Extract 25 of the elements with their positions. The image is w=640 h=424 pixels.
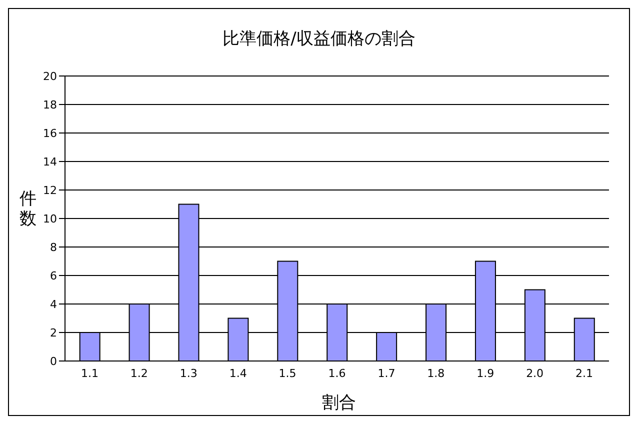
x-tick-label: 1.7 — [378, 366, 396, 380]
y-tick-label: 12 — [43, 184, 57, 197]
x-tick-label: 1.1 — [80, 366, 98, 380]
y-tick-label: 2 — [50, 326, 57, 340]
x-tick-label: 2.0 — [526, 366, 544, 380]
x-tick-label: 1.3 — [180, 366, 198, 380]
x-tick-label: 1.9 — [476, 366, 494, 380]
x-tick-label: 1.5 — [278, 366, 296, 380]
y-tick-label: 16 — [43, 126, 57, 140]
x-tick-label: 1.4 — [229, 366, 247, 380]
y-tick-label: 10 — [43, 212, 57, 226]
y-tick-label: 20 — [43, 70, 57, 83]
y-tick-label: 4 — [50, 298, 57, 311]
y-tick-label: 8 — [50, 240, 57, 254]
x-tick-label: 1.6 — [328, 366, 346, 380]
y-tick-label: 18 — [43, 98, 57, 112]
x-tick-label: 2.1 — [576, 366, 594, 380]
y-tick-label: 0 — [50, 354, 57, 368]
y-axis-title: 件数 — [19, 189, 37, 229]
y-tick-label: 14 — [43, 155, 57, 168]
x-axis-title: 割合 — [321, 392, 357, 414]
x-tick-label: 1.2 — [130, 366, 148, 380]
y-tick-label: 6 — [50, 269, 57, 282]
chart-title: 比準価格/収益価格の割合 — [222, 28, 416, 51]
x-tick-label: 1.8 — [427, 366, 445, 380]
